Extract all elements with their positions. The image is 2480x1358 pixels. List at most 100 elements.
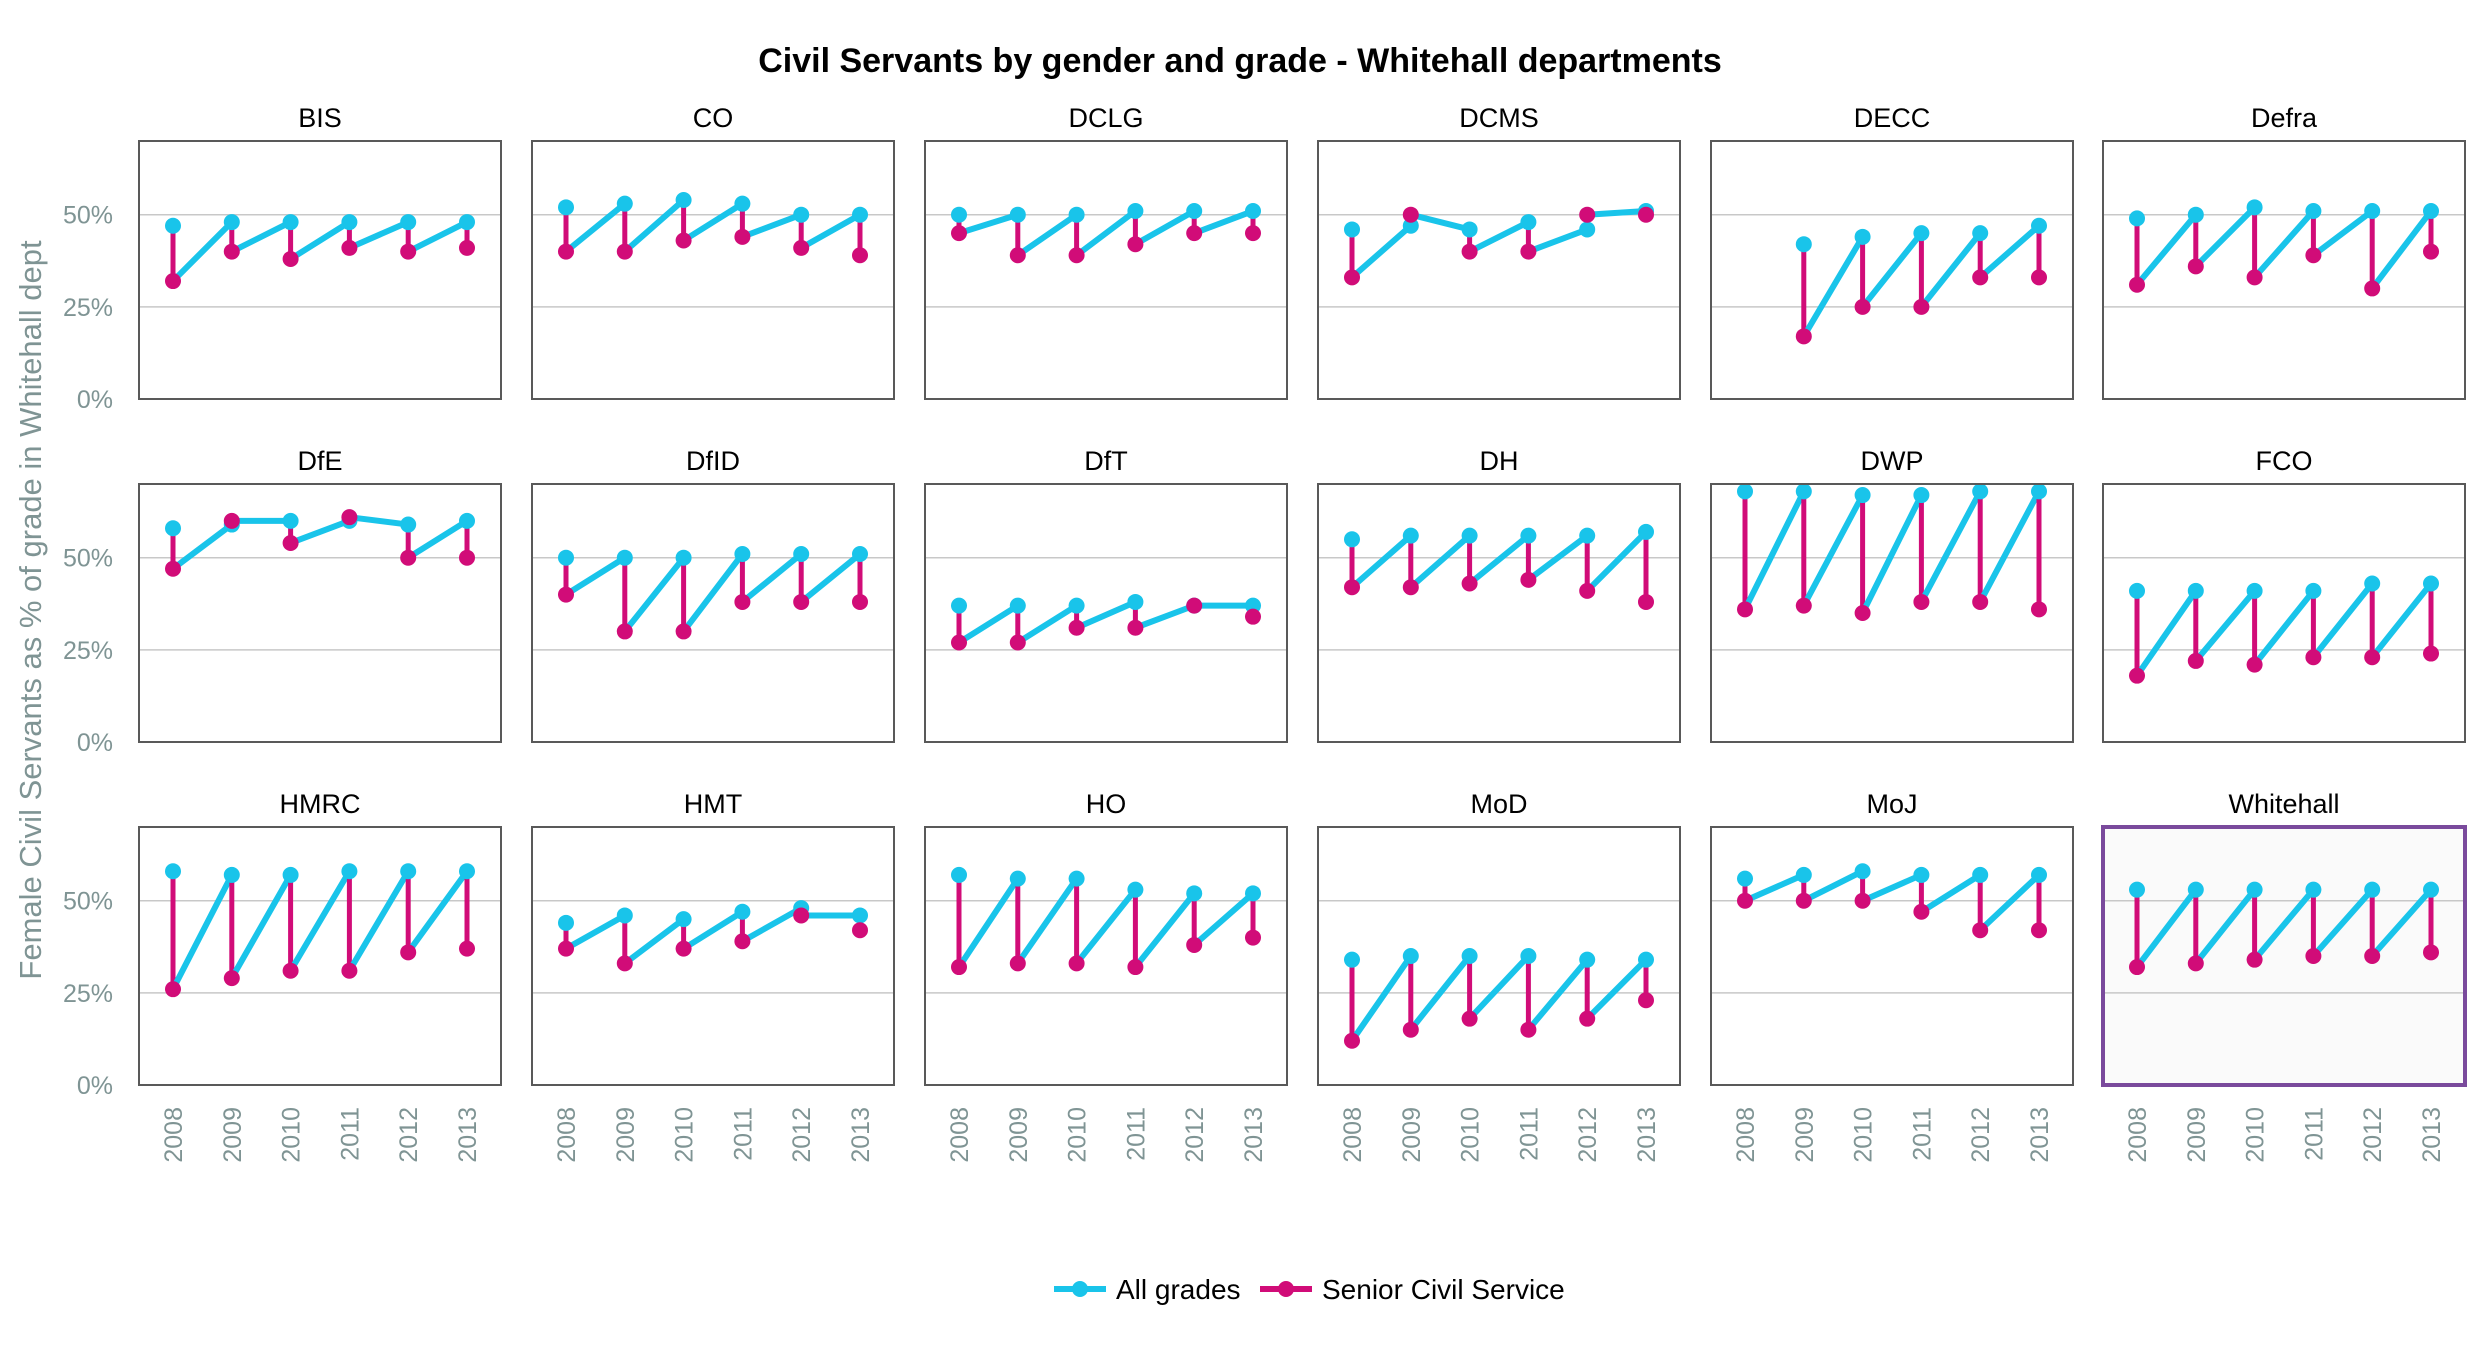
all-grades-segment: [1977, 488, 2042, 605]
panels: BIS 0% 25% 50% CO DCLG DCMS DECC Defra DfE 0% 25% 50…: [63, 103, 2467, 1163]
all-grades-segment: [1466, 953, 1532, 1022]
panel-frame: [138, 483, 502, 743]
x-tick-label: 2012: [1574, 1107, 1602, 1163]
all-grades-point: [2364, 575, 2381, 592]
y-tick-label: 50%: [63, 888, 113, 916]
all-grades-point: [2364, 203, 2381, 220]
all-grades-point: [1344, 531, 1360, 548]
legend-marker: [1278, 1281, 1294, 1297]
panel-title: DCLG: [1068, 103, 1143, 133]
senior-civil-service-point: [341, 509, 358, 526]
senior-civil-service-point: [165, 981, 181, 998]
all-grades-point: [675, 191, 692, 208]
all-grades-point: [558, 549, 574, 566]
x-tick-label: 2012: [395, 1107, 423, 1163]
x-tick-label: 2008: [553, 1107, 581, 1163]
senior-civil-service-point: [2423, 645, 2439, 662]
panel-frame: [1710, 483, 2074, 743]
senior-civil-service-point: [223, 243, 240, 260]
all-grades-point: [2031, 866, 2047, 883]
panel-title: HMRC: [280, 789, 361, 819]
all-grades-segment: [170, 521, 235, 572]
all-grades-point: [1737, 483, 1753, 500]
senior-civil-service-point: [1127, 959, 1144, 976]
x-tick-label: 2012: [2359, 1107, 2387, 1163]
all-grades-point: [675, 911, 692, 928]
all-grades-point: [282, 512, 299, 529]
panel-title: Whitehall: [2228, 789, 2339, 819]
x-tick-label: 2013: [2026, 1107, 2054, 1163]
all-grades-segment: [2134, 211, 2199, 288]
panel-dft: DfT: [924, 446, 1288, 743]
all-grades-point: [2423, 203, 2439, 220]
senior-civil-service-point: [1461, 1010, 1478, 1027]
senior-civil-service-point: [459, 940, 475, 957]
all-grades-segment: [2251, 208, 2317, 281]
senior-civil-service-point: [734, 933, 751, 950]
all-grades-point: [951, 597, 967, 614]
all-grades-segment: [2369, 208, 2434, 292]
all-grades-point: [793, 206, 810, 223]
all-grades-point: [459, 512, 475, 529]
all-grades-segment: [956, 602, 1021, 646]
all-grades-segment: [563, 200, 628, 255]
all-grades-segment: [1466, 532, 1532, 587]
senior-civil-service-point: [1854, 892, 1871, 909]
senior-civil-service-point: [1972, 269, 1989, 286]
panel-title: FCO: [2256, 446, 2313, 476]
all-grades-point: [1520, 948, 1537, 964]
x-tick-label: 2013: [454, 1107, 482, 1163]
all-grades-segment: [346, 514, 412, 528]
all-grades-point: [1068, 206, 1085, 223]
chart-title: Civil Servants by gender and grade - Whi…: [758, 42, 1722, 80]
senior-civil-service-point: [2031, 269, 2047, 286]
all-grades-point: [1579, 951, 1596, 968]
panel-hmrc: HMRC 0% 25% 50% 2008 2009 2010 2011 2012 2013: [63, 789, 502, 1163]
panel-frame: [924, 826, 1288, 1086]
all-grades-segment: [621, 554, 687, 635]
all-grades-segment: [1859, 871, 1925, 904]
all-grades-segment: [1859, 230, 1925, 310]
senior-civil-service-point: [2423, 944, 2439, 961]
panel-title: HO: [1086, 789, 1127, 819]
panel-dwp: DWP: [1710, 446, 2074, 743]
all-grades-segment: [1132, 208, 1198, 248]
senior-civil-service-point: [1520, 243, 1537, 260]
x-tick-label: 2009: [2183, 1107, 2211, 1163]
all-grades-segment: [170, 219, 235, 285]
all-grades-segment: [1859, 492, 1925, 616]
senior-civil-service-point: [558, 586, 574, 603]
panel-title: MoD: [1470, 789, 1527, 819]
all-grades-point: [1579, 527, 1596, 544]
y-tick-label: 0%: [77, 729, 113, 757]
all-grades-point: [341, 214, 358, 231]
all-grades-point: [558, 199, 574, 216]
senior-civil-service-point: [1245, 608, 1261, 625]
senior-civil-service-point: [1579, 206, 1596, 223]
all-grades-segment: [1407, 211, 1473, 233]
all-grades-segment: [739, 551, 805, 605]
senior-civil-service-point: [282, 250, 299, 267]
all-grades-segment: [2251, 886, 2317, 963]
all-grades-segment: [1014, 211, 1080, 259]
all-grades-point: [616, 907, 633, 924]
panel-moj: MoJ 2008 2009 2010 2011 2012 2013: [1710, 789, 2074, 1163]
all-grades-point: [1009, 597, 1026, 614]
x-tick-label: 2010: [278, 1107, 306, 1163]
senior-civil-service-point: [675, 940, 692, 957]
panel-title: CO: [693, 103, 734, 133]
legend-senior-civil-service: Senior Civil Service: [1260, 1274, 1565, 1305]
all-grades-segment: [680, 908, 746, 952]
all-grades-point: [951, 866, 967, 883]
all-grades-point: [2187, 881, 2204, 898]
all-grades-point: [951, 206, 967, 223]
senior-civil-service-point: [793, 239, 810, 256]
all-grades-point: [223, 214, 240, 231]
senior-civil-service-point: [1579, 582, 1596, 599]
all-grades-point: [223, 866, 240, 883]
panel-frame: [2102, 140, 2466, 400]
all-grades-point: [1402, 217, 1419, 234]
all-grades-point: [1913, 487, 1930, 504]
all-grades-segment: [1800, 868, 1866, 904]
senior-civil-service-point: [1402, 206, 1419, 223]
